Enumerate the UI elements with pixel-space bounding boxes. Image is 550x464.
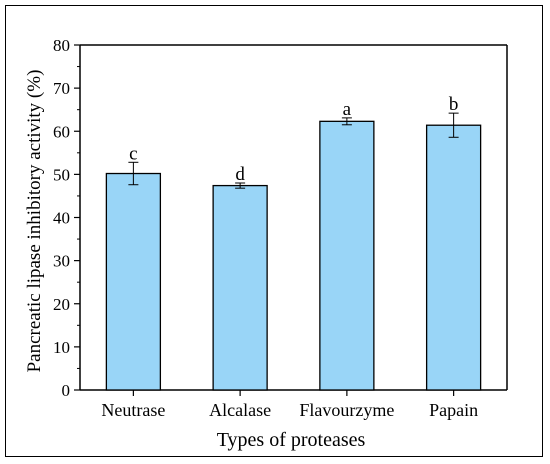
bar: [212, 184, 268, 391]
x-tick-label: Papain: [429, 400, 478, 420]
y-tick-label: 30: [53, 252, 70, 271]
y-tick-label: 70: [53, 79, 70, 98]
x-tick-label: Alcalase: [209, 400, 271, 420]
y-tick-label: 10: [53, 338, 70, 357]
plot-area: 0 10 20 30 40 50 60 70 80 c Neutrase d Alcalase a Flav…: [53, 36, 508, 420]
y-tick-label: 40: [53, 209, 70, 228]
x-axis-label: Types of proteases: [217, 429, 366, 451]
x-tick-label: Flavourzyme: [299, 400, 394, 420]
bar: [425, 124, 482, 391]
y-tick-label: 20: [53, 295, 70, 314]
y-tick-label: 80: [53, 36, 70, 55]
significance-label: a: [343, 99, 352, 120]
y-axis-label: Pancreatic lipase inhibitory activity (%…: [24, 70, 45, 373]
bar: [105, 172, 162, 391]
significance-label: b: [449, 94, 459, 115]
bar: [319, 120, 375, 391]
significance-label: d: [235, 164, 245, 185]
y-tick-label: 50: [53, 165, 70, 184]
x-tick-label: Neutrase: [101, 400, 165, 420]
significance-label: c: [129, 143, 137, 164]
y-tick-label: 60: [53, 122, 70, 141]
y-tick-label: 0: [62, 381, 71, 400]
